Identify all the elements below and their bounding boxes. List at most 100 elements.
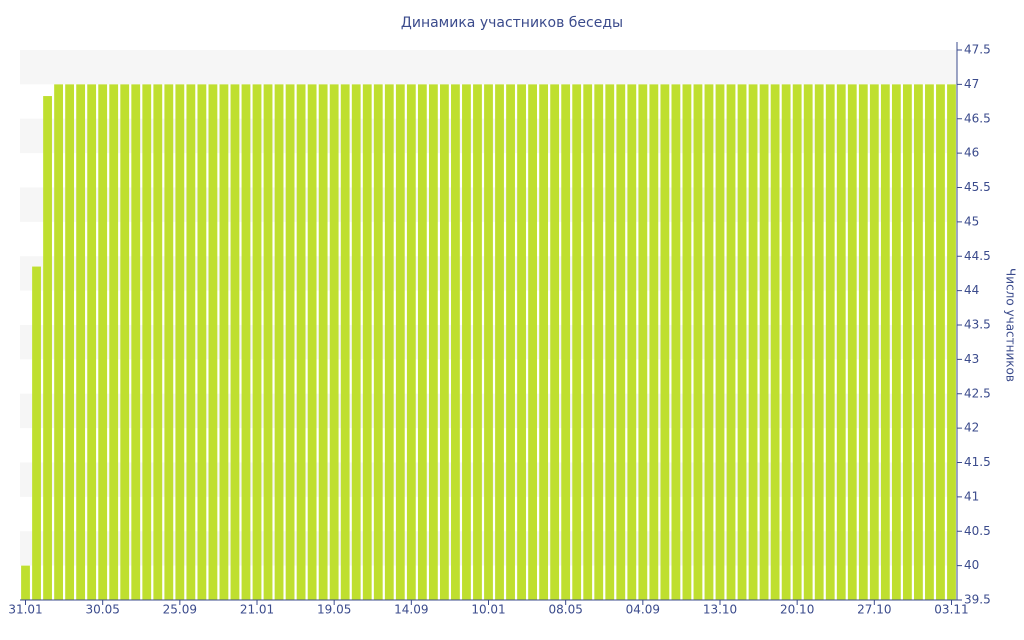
bar <box>616 84 626 600</box>
bar <box>726 84 736 600</box>
bar <box>704 84 714 600</box>
bar <box>296 84 306 600</box>
bar <box>947 84 956 600</box>
bar <box>583 84 593 600</box>
bar <box>263 84 273 600</box>
bar <box>473 84 482 600</box>
bar <box>550 84 560 600</box>
x-tick-label: 21.01 <box>240 603 274 617</box>
bar <box>54 84 63 600</box>
bar <box>340 84 350 600</box>
bar <box>803 84 813 600</box>
bar <box>175 84 185 600</box>
bar <box>869 84 879 600</box>
bar <box>891 84 901 600</box>
bar <box>902 84 912 600</box>
y-tick-label: 44 <box>964 283 979 297</box>
bar <box>65 84 75 600</box>
bar <box>671 84 681 600</box>
bar <box>561 84 571 600</box>
bar <box>528 84 538 600</box>
bar <box>517 84 526 600</box>
bar <box>252 84 262 600</box>
x-tick-label: 04.09 <box>626 603 660 617</box>
bar <box>660 84 670 600</box>
y-tick-label: 47 <box>964 77 979 91</box>
bar <box>318 84 328 600</box>
bar <box>439 84 449 600</box>
bar <box>539 84 549 600</box>
bar <box>329 84 339 600</box>
x-tick-label: 27.10 <box>857 603 891 617</box>
x-tick-label: 19.05 <box>317 603 351 617</box>
bar <box>76 84 86 600</box>
y-tick-label: 40.5 <box>964 524 991 538</box>
bar <box>649 84 659 600</box>
bar <box>384 84 394 600</box>
bar <box>186 84 196 600</box>
bar <box>836 84 846 600</box>
bar <box>792 84 802 600</box>
y-tick-label: 43.5 <box>964 318 991 332</box>
y-axis-label: Число участников <box>1004 268 1018 382</box>
bar <box>925 84 934 600</box>
bar <box>373 84 383 600</box>
bar <box>197 84 207 600</box>
bar <box>21 565 30 600</box>
bar <box>131 84 141 600</box>
y-tick-label: 44.5 <box>964 249 991 263</box>
x-tick-label: 30.05 <box>85 603 119 617</box>
bar <box>417 84 427 600</box>
bar <box>506 84 515 600</box>
bar <box>32 266 41 600</box>
bar <box>109 84 119 600</box>
bar <box>87 84 97 600</box>
bar <box>693 84 703 600</box>
y-tick-label: 40 <box>964 558 979 572</box>
bar <box>230 84 240 600</box>
bar <box>153 84 163 600</box>
bar <box>219 84 229 600</box>
bar <box>880 84 890 600</box>
bar <box>362 84 372 600</box>
bar <box>307 84 317 600</box>
bar <box>682 84 692 600</box>
bar <box>847 84 857 600</box>
bar <box>451 84 460 600</box>
bar <box>572 84 582 600</box>
bar <box>594 84 604 600</box>
bar <box>781 84 791 600</box>
y-tick-label: 39.5 <box>964 593 991 607</box>
bar <box>406 84 416 600</box>
bar <box>241 84 251 600</box>
bar <box>825 84 835 600</box>
bar <box>395 84 405 600</box>
y-tick-label: 42 <box>964 421 979 435</box>
bar <box>638 84 648 600</box>
bar <box>43 96 52 600</box>
x-tick-label: 03.11 <box>934 603 968 617</box>
chart-title: Динамика участников беседы <box>401 15 623 31</box>
bar <box>142 84 152 600</box>
x-tick-label: 10.01 <box>471 603 505 617</box>
x-tick-label: 25.09 <box>163 603 197 617</box>
x-tick-label: 20.10 <box>780 603 814 617</box>
y-tick-label: 45.5 <box>964 180 991 194</box>
bar <box>770 84 780 600</box>
bar <box>737 84 747 600</box>
y-tick-label: 45 <box>964 214 979 228</box>
bar <box>484 84 493 600</box>
bar <box>495 84 504 600</box>
bar <box>274 84 284 600</box>
x-tick-label: 13.10 <box>703 603 737 617</box>
bar <box>351 84 361 600</box>
bar <box>759 84 769 600</box>
bar <box>605 84 615 600</box>
bar <box>627 84 637 600</box>
x-tick-label: 14.09 <box>394 603 428 617</box>
y-tick-label: 46 <box>964 146 979 160</box>
y-tick-label: 46.5 <box>964 111 991 125</box>
bar <box>120 84 130 600</box>
bar <box>814 84 824 600</box>
